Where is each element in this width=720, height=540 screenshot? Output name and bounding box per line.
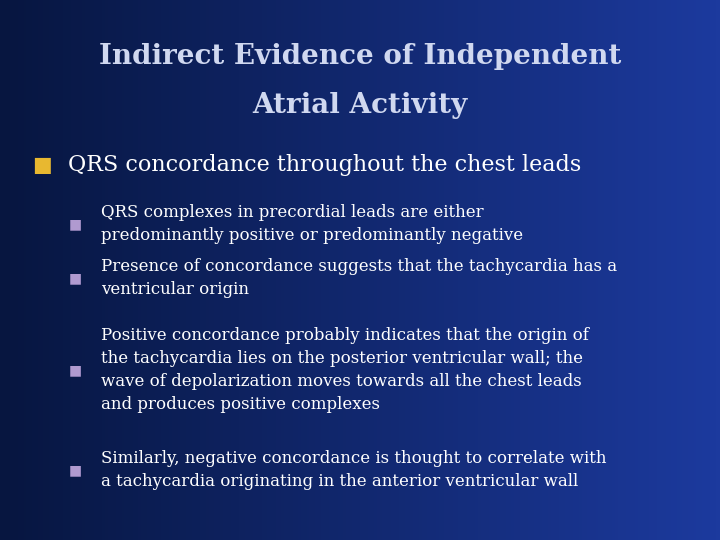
Text: ■: ■ [68, 217, 81, 231]
Text: QRS concordance throughout the chest leads: QRS concordance throughout the chest lea… [68, 154, 582, 176]
Text: ■: ■ [68, 363, 81, 377]
Text: Atrial Activity: Atrial Activity [253, 92, 467, 119]
Text: Presence of concordance suggests that the tachycardia has a
ventricular origin: Presence of concordance suggests that th… [101, 258, 617, 298]
Text: Indirect Evidence of Independent: Indirect Evidence of Independent [99, 43, 621, 70]
Text: ■: ■ [68, 271, 81, 285]
Text: ■: ■ [68, 463, 81, 477]
Text: ■: ■ [32, 154, 52, 175]
Text: QRS complexes in precordial leads are either
predominantly positive or predomina: QRS complexes in precordial leads are ei… [101, 204, 523, 244]
Text: Similarly, negative concordance is thought to correlate with
a tachycardia origi: Similarly, negative concordance is thoug… [101, 450, 606, 490]
Text: Positive concordance probably indicates that the origin of
the tachycardia lies : Positive concordance probably indicates … [101, 327, 589, 413]
